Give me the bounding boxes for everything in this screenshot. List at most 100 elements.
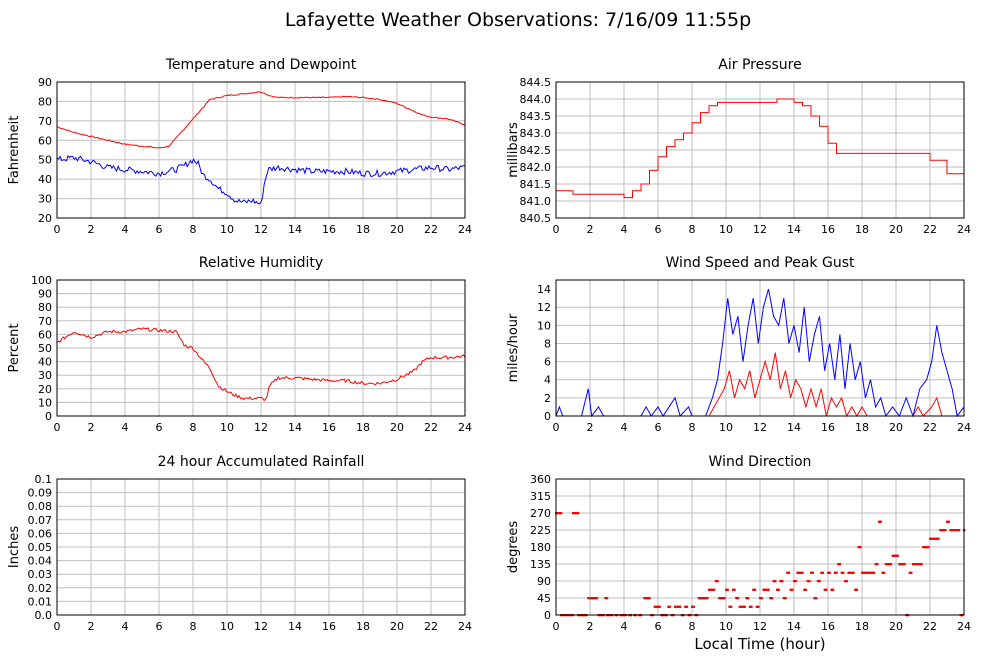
data-point (668, 605, 672, 608)
data-point (815, 597, 818, 600)
y-axis-label: Inches (7, 526, 22, 568)
data-point (859, 546, 862, 549)
y-tick-label: 0.07 (28, 514, 53, 527)
data-point (658, 605, 661, 608)
data-point (723, 597, 726, 600)
x-tick-label: 4 (122, 421, 129, 434)
data-point (893, 554, 896, 557)
y-axis-label: Percent (7, 324, 22, 373)
data-point (896, 554, 899, 557)
x-tick-label: 14 (288, 421, 302, 434)
x-tick-label: 14 (787, 223, 801, 236)
x-tick-label: 20 (889, 421, 903, 434)
y-tick-label: 844.0 (520, 93, 552, 106)
x-tick-label: 6 (156, 223, 163, 236)
y-tick-label: 90 (537, 575, 551, 588)
data-point (913, 563, 916, 566)
y-axis-label: degrees (506, 521, 521, 574)
y-tick-label: 80 (38, 95, 52, 108)
data-point (842, 571, 845, 574)
x-tick-label: 18 (356, 620, 370, 633)
y-tick-label: 841.5 (520, 178, 552, 191)
x-tick-label: 12 (254, 223, 268, 236)
y-tick-label: 12 (537, 301, 551, 314)
x-tick-label: 20 (390, 620, 404, 633)
data-point (716, 580, 719, 583)
y-tick-label: 10 (38, 396, 52, 409)
x-tick-label: 10 (220, 223, 234, 236)
data-point (760, 597, 763, 600)
series-line-0 (56, 91, 466, 149)
x-tick-label: 8 (689, 620, 696, 633)
x-tick-label: 24 (458, 620, 472, 633)
data-point (726, 588, 729, 591)
data-point (947, 520, 950, 523)
data-point (679, 605, 682, 608)
y-tick-label: 70 (38, 115, 52, 128)
x-tick-label: 10 (719, 620, 733, 633)
data-point (767, 588, 770, 591)
y-axis-label: Fahrenheit (7, 116, 22, 185)
data-point (900, 563, 903, 566)
data-point (750, 605, 753, 608)
x-tick-label: 14 (288, 620, 302, 633)
series-line-0 (56, 327, 466, 402)
y-tick-label: 10 (537, 319, 551, 332)
data-point (675, 605, 678, 608)
x-tick-label: 4 (621, 620, 628, 633)
x-tick-label: 0 (553, 421, 560, 434)
x-tick-label: 10 (220, 620, 234, 633)
x-tick-label: 24 (458, 421, 472, 434)
y-tick-label: 40 (38, 356, 52, 369)
x-tick-label: 20 (889, 223, 903, 236)
data-point (791, 588, 794, 591)
x-tick-label: 4 (122, 223, 129, 236)
x-tick-label: 16 (821, 620, 835, 633)
x-tick-label: 20 (390, 421, 404, 434)
y-tick-label: 0.01 (28, 595, 53, 608)
x-tick-label: 2 (88, 620, 95, 633)
x-tick-label: 16 (322, 421, 336, 434)
x-tick-label: 8 (689, 223, 696, 236)
x-tick-label: 24 (957, 223, 971, 236)
y-tick-label: 0.02 (28, 582, 53, 595)
y-tick-label: 844.5 (520, 76, 552, 89)
x-tick-label: 0 (54, 223, 61, 236)
y-axis-label: miles/hour (506, 313, 521, 382)
data-point (855, 588, 859, 591)
data-point (845, 580, 848, 583)
data-point (655, 605, 658, 608)
y-tick-label: 0.0 (35, 609, 53, 622)
y-tick-label: 315 (530, 490, 551, 503)
data-point (592, 597, 595, 600)
y-tick-label: 8 (544, 337, 551, 350)
x-tick-label: 16 (322, 223, 336, 236)
y-tick-label: 60 (38, 328, 52, 341)
plot-frame (555, 279, 965, 417)
page-title: Lafayette Weather Observations: 7/16/09 … (285, 9, 751, 31)
x-tick-label: 12 (753, 223, 767, 236)
data-point (702, 597, 706, 600)
series-line-0 (556, 98, 965, 199)
x-tick-label: 18 (855, 620, 869, 633)
plot-frame (555, 81, 965, 219)
data-point (808, 580, 811, 583)
chart-title: Wind Speed and Peak Gust (666, 255, 855, 271)
plot-frame (56, 478, 466, 616)
y-tick-label: 6 (544, 356, 551, 369)
y-tick-label: 840.5 (520, 212, 552, 225)
data-point (787, 571, 791, 574)
x-tick-label: 0 (54, 620, 61, 633)
x-tick-label: 2 (587, 620, 594, 633)
x-tick-label: 18 (855, 223, 869, 236)
x-tick-label: 22 (923, 620, 937, 633)
y-tick-label: 0.04 (28, 555, 53, 568)
x-tick-label: 0 (54, 421, 61, 434)
chart-title: Air Pressure (718, 57, 801, 73)
x-tick-label: 22 (424, 421, 438, 434)
chart-title: Relative Humidity (199, 255, 323, 271)
